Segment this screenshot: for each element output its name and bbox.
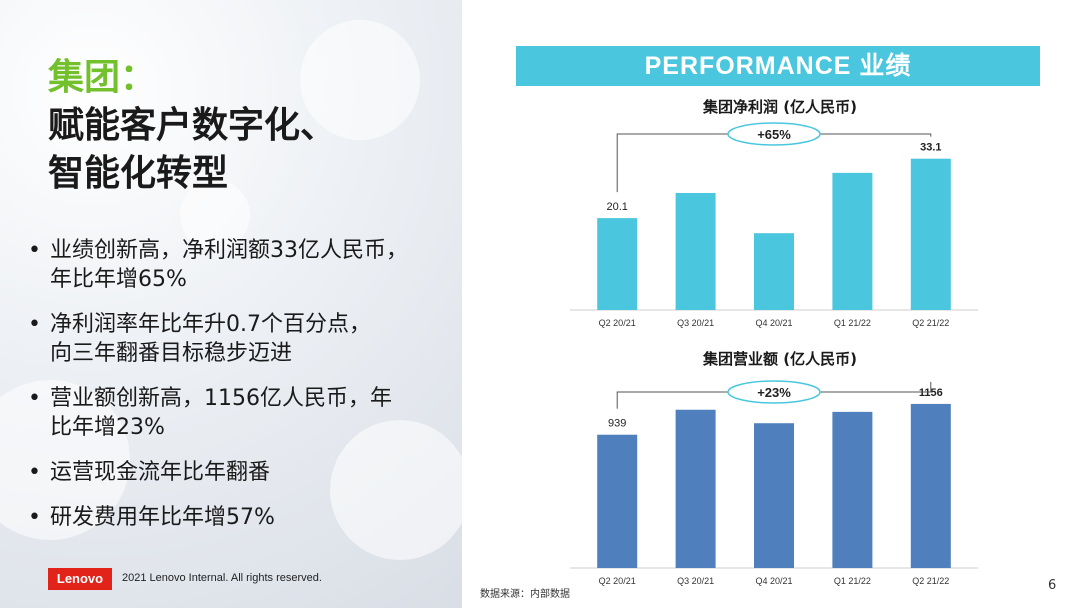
bar: [832, 411, 873, 568]
x-tick-label: Q4 20/21: [755, 318, 792, 328]
page-number: 6: [1048, 578, 1057, 593]
bullet-item: 研发费用年比年增57%: [28, 503, 448, 532]
x-tick-label: Q3 20/21: [677, 576, 714, 586]
growth-badge: [727, 122, 821, 146]
x-tick-label: Q2 21/22: [912, 318, 949, 328]
slide-title-line-2: 智能化转型: [48, 153, 229, 194]
bar: [597, 434, 638, 568]
revenue-chart-title: 集团营业额 (亿人民币): [703, 350, 857, 368]
bullet-item: 净利润率年比年升0.7个百分点， 向三年翻番目标稳步迈进: [28, 310, 448, 368]
bar: [675, 409, 716, 568]
revenue-chart: Q2 20/21 939 Q3 20/21 Q4 20/21 Q1 21/22 Q2 21…: [570, 380, 978, 586]
bar: [832, 172, 873, 310]
x-tick-label: Q2 20/21: [599, 576, 636, 586]
net-profit-chart-title: 集团净利润 (亿人民币): [703, 98, 857, 116]
growth-annotation: +65%: [757, 127, 791, 142]
bar: [675, 192, 716, 310]
bokeh-decoration: [330, 420, 462, 560]
x-tick-label: Q2 20/21: [599, 318, 636, 328]
data-label: 939: [608, 418, 626, 430]
x-tick-label: Q1 21/22: [834, 576, 871, 586]
lenovo-logo: Lenovo: [48, 568, 112, 590]
slide-title-prefix: 集团：: [48, 57, 157, 98]
net-profit-chart: Q2 20/21 20.1 Q3 20/21 Q4 20/21 Q1 21/22 Q2 2…: [570, 122, 978, 328]
bullet-item: 营业额创新高，1156亿人民币，年 比年增23%: [28, 384, 448, 442]
data-label: 20.1: [606, 201, 627, 213]
bar: [754, 233, 794, 310]
data-label: 1156: [919, 387, 943, 399]
bullet-list: 业绩创新高，净利润额33亿人民币， 年比年增65% 净利润率年比年升0.7个百分…: [28, 236, 448, 548]
bullet-item: 业绩创新高，净利润额33亿人民币， 年比年增65%: [28, 236, 448, 294]
bullet-item: 运营现金流年比年翻番: [28, 458, 448, 487]
bar: [754, 423, 794, 568]
growth-annotation: +23%: [757, 385, 791, 400]
bar: [597, 218, 638, 310]
growth-badge: [727, 380, 821, 404]
performance-banner: PERFORMANCE 业绩: [516, 46, 1040, 86]
slide-title-line-1: 赋能客户数字化、: [48, 105, 337, 146]
bar: [910, 403, 951, 568]
x-tick-label: Q1 21/22: [834, 318, 871, 328]
x-tick-label: Q3 20/21: [677, 318, 714, 328]
data-source-note: 数据来源：内部数据: [480, 589, 570, 600]
data-label: 33.1: [920, 142, 941, 154]
x-tick-label: Q4 20/21: [755, 576, 792, 586]
copyright-text: 2021 Lenovo Internal. All rights reserve…: [122, 572, 322, 584]
x-tick-label: Q2 21/22: [912, 576, 949, 586]
bar: [910, 158, 951, 310]
bokeh-decoration: [300, 20, 420, 140]
